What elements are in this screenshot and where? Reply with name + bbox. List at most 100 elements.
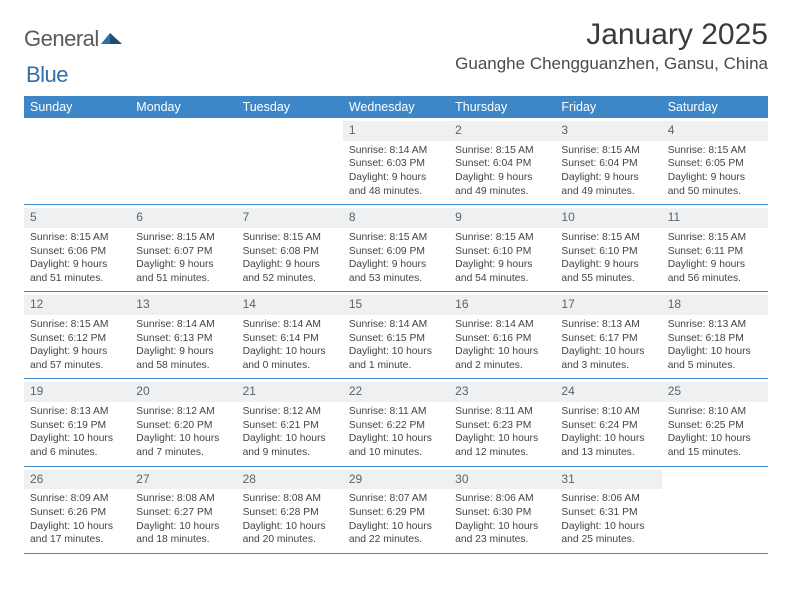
daylight-line: Daylight: 9 hours and 53 minutes. <box>349 258 443 285</box>
day-number: 15 <box>343 295 449 315</box>
day-number: 30 <box>449 470 555 490</box>
day-number: 7 <box>237 208 343 228</box>
day-number: 19 <box>24 382 130 402</box>
daylight-line: Daylight: 9 hours and 58 minutes. <box>136 345 230 372</box>
sunset-line: Sunset: 6:29 PM <box>349 506 443 520</box>
day-number: 17 <box>555 295 661 315</box>
sunrise-line: Sunrise: 8:13 AM <box>668 318 762 332</box>
sunrise-line: Sunrise: 8:15 AM <box>243 231 337 245</box>
day-cell <box>130 118 236 204</box>
day-number: 27 <box>130 470 236 490</box>
day-number: 31 <box>555 470 661 490</box>
day-cell: 24Sunrise: 8:10 AMSunset: 6:24 PMDayligh… <box>555 379 661 465</box>
sunrise-line: Sunrise: 8:15 AM <box>561 144 655 158</box>
day-header-cell: Wednesday <box>343 96 449 118</box>
sunrise-line: Sunrise: 8:14 AM <box>455 318 549 332</box>
daylight-line: Daylight: 10 hours and 22 minutes. <box>349 520 443 547</box>
day-cell: 29 Sunrise: 8:07 AMSunset: 6:29 PMDayligh… <box>343 467 449 553</box>
sunrise-line: Sunrise: 8:12 AM <box>136 405 230 419</box>
sunset-line: Sunset: 6:08 PM <box>243 245 337 259</box>
day-cell: 9Sunrise: 8:15 AMSunset: 6:10 PMDaylight… <box>449 205 555 291</box>
day-cell: 13Sunrise: 8:14 AMSunset: 6:13 PMDayligh… <box>130 292 236 378</box>
day-number: 22 <box>343 382 449 402</box>
day-cell: 26Sunrise: 8:09 AMSunset: 6:26 PMDayligh… <box>24 467 130 553</box>
daylight-line: Daylight: 10 hours and 15 minutes. <box>668 432 762 459</box>
day-cell: 4Sunrise: 8:15 AMSunset: 6:05 PMDaylight… <box>662 118 768 204</box>
daylight-line: Daylight: 9 hours and 55 minutes. <box>561 258 655 285</box>
day-header-cell: Tuesday <box>237 96 343 118</box>
daylight-line: Daylight: 9 hours and 49 minutes. <box>561 171 655 198</box>
daylight-line: Daylight: 10 hours and 20 minutes. <box>243 520 337 547</box>
sunset-line: Sunset: 6:15 PM <box>349 332 443 346</box>
sunset-line: Sunset: 6:26 PM <box>30 506 124 520</box>
sunset-line: Sunset: 6:19 PM <box>30 419 124 433</box>
sunrise-line: Sunrise: 8:08 AM <box>136 492 230 506</box>
day-cell: 8Sunrise: 8:15 AMSunset: 6:09 PMDaylight… <box>343 205 449 291</box>
day-header-row: SundayMondayTuesdayWednesdayThursdayFrid… <box>24 96 768 118</box>
daylight-line: Daylight: 9 hours and 56 minutes. <box>668 258 762 285</box>
sunset-line: Sunset: 6:23 PM <box>455 419 549 433</box>
logo-text-blue: Blue <box>26 62 68 87</box>
day-cell: 23Sunrise: 8:11 AMSunset: 6:23 PMDayligh… <box>449 379 555 465</box>
sunrise-line: Sunrise: 8:07 AM <box>349 492 443 506</box>
calendar-grid: SundayMondayTuesdayWednesdayThursdayFrid… <box>24 96 768 554</box>
day-number: 25 <box>662 382 768 402</box>
sunrise-line: Sunrise: 8:15 AM <box>668 231 762 245</box>
day-cell: 14Sunrise: 8:14 AMSunset: 6:14 PMDayligh… <box>237 292 343 378</box>
sunset-line: Sunset: 6:28 PM <box>243 506 337 520</box>
day-number: 23 <box>449 382 555 402</box>
day-cell <box>662 467 768 553</box>
daylight-line: Daylight: 10 hours and 13 minutes. <box>561 432 655 459</box>
week-row: 5Sunrise: 8:15 AMSunset: 6:06 PMDaylight… <box>24 205 768 292</box>
day-cell: 25Sunrise: 8:10 AMSunset: 6:25 PMDayligh… <box>662 379 768 465</box>
sunset-line: Sunset: 6:24 PM <box>561 419 655 433</box>
day-cell: 20Sunrise: 8:12 AMSunset: 6:20 PMDayligh… <box>130 379 236 465</box>
day-number: 14 <box>237 295 343 315</box>
day-number: 26 <box>24 470 130 490</box>
sunset-line: Sunset: 6:21 PM <box>243 419 337 433</box>
sunset-line: Sunset: 6:17 PM <box>561 332 655 346</box>
day-number: 2 <box>449 121 555 141</box>
day-cell: 12Sunrise: 8:15 AMSunset: 6:12 PMDayligh… <box>24 292 130 378</box>
daylight-line: Daylight: 10 hours and 10 minutes. <box>349 432 443 459</box>
day-number: 29 <box>343 470 449 490</box>
day-number: 10 <box>555 208 661 228</box>
sunset-line: Sunset: 6:03 PM <box>349 157 443 171</box>
day-number: 3 <box>555 121 661 141</box>
sunrise-line: Sunrise: 8:15 AM <box>30 318 124 332</box>
sunrise-line: Sunrise: 8:15 AM <box>136 231 230 245</box>
sunrise-line: Sunrise: 8:06 AM <box>561 492 655 506</box>
daylight-line: Daylight: 10 hours and 7 minutes. <box>136 432 230 459</box>
day-number: 12 <box>24 295 130 315</box>
day-number: 5 <box>24 208 130 228</box>
day-number: 1 <box>343 121 449 141</box>
day-header-cell: Saturday <box>662 96 768 118</box>
sunrise-line: Sunrise: 8:15 AM <box>349 231 443 245</box>
daylight-line: Daylight: 10 hours and 5 minutes. <box>668 345 762 372</box>
title-block: January 2025 Guanghe Chengguanzhen, Gans… <box>455 18 768 74</box>
day-cell <box>237 118 343 204</box>
daylight-line: Daylight: 9 hours and 52 minutes. <box>243 258 337 285</box>
sunset-line: Sunset: 6:05 PM <box>668 157 762 171</box>
sunset-line: Sunset: 6:10 PM <box>455 245 549 259</box>
sunrise-line: Sunrise: 8:15 AM <box>455 231 549 245</box>
daylight-line: Daylight: 9 hours and 49 minutes. <box>455 171 549 198</box>
daylight-line: Daylight: 10 hours and 0 minutes. <box>243 345 337 372</box>
sunrise-line: Sunrise: 8:14 AM <box>136 318 230 332</box>
daylight-line: Daylight: 9 hours and 57 minutes. <box>30 345 124 372</box>
day-number: 13 <box>130 295 236 315</box>
calendar-page: General January 2025 Guanghe Chengguanzh… <box>0 0 792 572</box>
day-header-cell: Sunday <box>24 96 130 118</box>
day-number: 24 <box>555 382 661 402</box>
day-number: 8 <box>343 208 449 228</box>
day-header-cell: Thursday <box>449 96 555 118</box>
sunrise-line: Sunrise: 8:10 AM <box>668 405 762 419</box>
sunrise-line: Sunrise: 8:13 AM <box>30 405 124 419</box>
sunrise-line: Sunrise: 8:14 AM <box>243 318 337 332</box>
sunrise-line: Sunrise: 8:15 AM <box>30 231 124 245</box>
sunset-line: Sunset: 6:22 PM <box>349 419 443 433</box>
day-number: 6 <box>130 208 236 228</box>
day-cell: 18Sunrise: 8:13 AMSunset: 6:18 PMDayligh… <box>662 292 768 378</box>
sunrise-line: Sunrise: 8:13 AM <box>561 318 655 332</box>
sunrise-line: Sunrise: 8:14 AM <box>349 144 443 158</box>
